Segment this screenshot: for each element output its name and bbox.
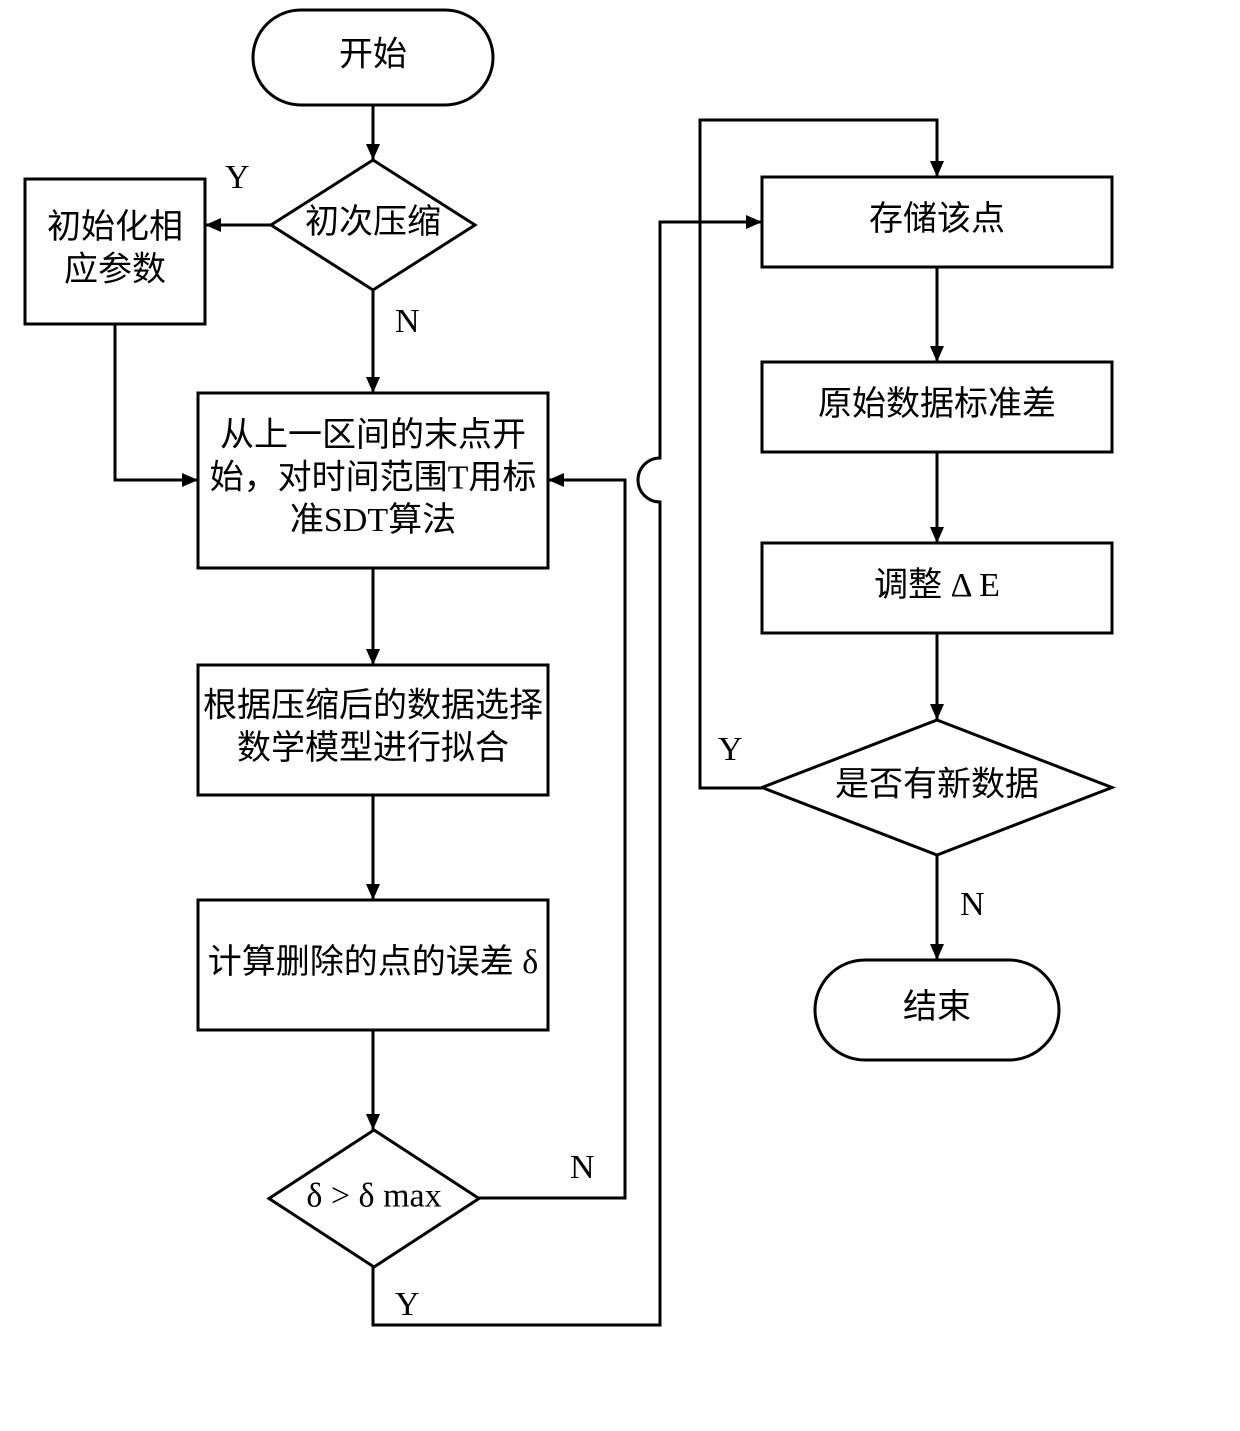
svg-text:初始化相: 初始化相 (47, 208, 183, 246)
node-end: 结束 (815, 960, 1059, 1060)
edge-e-init-sdt (115, 324, 198, 487)
edge-e-d1-init: Y (205, 159, 271, 232)
edge-e-calc-d2 (366, 1030, 380, 1130)
edge-e-start-d1 (366, 105, 380, 160)
node-store: 存储该点 (762, 177, 1112, 267)
svg-text:Y: Y (395, 1286, 420, 1323)
edge-e-d1-sdt: N (366, 290, 420, 393)
node-sdt: 从上一区间的末点开始，对时间范围T用标准SDT算法 (198, 393, 548, 568)
svg-text:计算删除的点的误差 δ: 计算删除的点的误差 δ (208, 943, 539, 981)
svg-text:原始数据标准差: 原始数据标准差 (818, 385, 1056, 423)
svg-text:始，对时间范围T用标: 始，对时间范围T用标 (210, 458, 537, 496)
svg-text:数学模型进行拟合: 数学模型进行拟合 (237, 729, 509, 767)
edge-e-store-std (930, 267, 944, 362)
svg-text:Y: Y (225, 159, 250, 196)
node-decision3: 是否有新数据 (762, 720, 1112, 855)
node-decision1: 初次压缩 (271, 160, 475, 290)
edge-e-sdt-fit (366, 568, 380, 665)
svg-text:初次压缩: 初次压缩 (305, 203, 441, 241)
node-calc: 计算删除的点的误差 δ (198, 900, 548, 1030)
svg-text:开始: 开始 (339, 35, 407, 73)
svg-text:存储该点: 存储该点 (869, 200, 1005, 238)
svg-text:N: N (960, 886, 985, 923)
node-decision2: δ > δ max (269, 1130, 479, 1267)
svg-text:N: N (395, 303, 420, 340)
node-fit: 根据压缩后的数据选择数学模型进行拟合 (198, 665, 548, 795)
svg-text:δ > δ max: δ > δ max (306, 1177, 441, 1214)
svg-text:结束: 结束 (903, 988, 971, 1026)
node-adjust: 调整 Δ E (762, 543, 1112, 633)
svg-text:调整 Δ E: 调整 Δ E (874, 566, 1000, 604)
edge-e-d3-end: N (930, 855, 985, 960)
svg-text:应参数: 应参数 (64, 251, 166, 289)
node-stddev: 原始数据标准差 (762, 362, 1112, 452)
svg-text:是否有新数据: 是否有新数据 (835, 765, 1039, 803)
svg-text:根据压缩后的数据选择: 根据压缩后的数据选择 (203, 687, 543, 725)
edge-e-fit-calc (366, 795, 380, 900)
edge-e-std-adj (930, 452, 944, 543)
svg-text:准SDT算法: 准SDT算法 (290, 501, 456, 539)
svg-text:N: N (570, 1149, 595, 1186)
svg-text:从上一区间的末点开: 从上一区间的末点开 (220, 416, 526, 454)
svg-text:Y: Y (718, 731, 743, 768)
node-start: 开始 (253, 10, 493, 105)
edge-e-d2-loop: N (479, 473, 625, 1198)
edge-e-adj-d3 (930, 633, 944, 720)
node-init: 初始化相应参数 (25, 179, 205, 324)
